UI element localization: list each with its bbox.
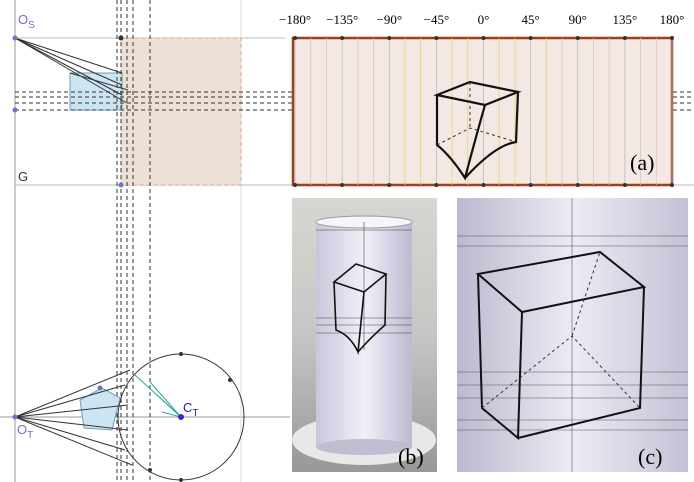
tick-dot xyxy=(575,36,580,40)
tick-label: 90° xyxy=(569,12,587,27)
tick-label: −90° xyxy=(376,12,402,27)
point-label: OS xyxy=(18,12,35,31)
panel-label: (b) xyxy=(398,444,424,469)
tick-dot xyxy=(528,183,533,187)
panel-c: (c) xyxy=(457,198,688,472)
tick-label: 45° xyxy=(522,12,540,27)
tick-dot xyxy=(293,36,297,40)
tick-label: 0° xyxy=(478,12,490,27)
point-subscript: T xyxy=(27,430,33,441)
point-label: G xyxy=(18,169,28,184)
panel-a: (a) xyxy=(291,36,674,187)
point-subscript: S xyxy=(28,20,35,31)
tick-dot xyxy=(387,183,392,187)
panel-grid xyxy=(293,36,674,187)
tick-label: 135° xyxy=(613,12,638,27)
point-label: OT xyxy=(17,422,33,441)
tick-dot xyxy=(387,36,392,40)
tick-dot xyxy=(293,183,297,187)
tick-label: −135° xyxy=(326,12,358,27)
tick-label: −180° xyxy=(279,12,311,27)
tick-label: −45° xyxy=(424,12,450,27)
tick-dot xyxy=(340,183,345,187)
panel-label: (a) xyxy=(630,150,654,175)
tick-dot xyxy=(434,36,439,40)
tick-dot xyxy=(575,183,580,187)
tick-dot xyxy=(670,36,674,40)
tick-dot xyxy=(622,36,627,40)
point-subscript: T xyxy=(192,408,198,419)
tick-label: 180° xyxy=(660,12,685,27)
tick-dot xyxy=(528,36,533,40)
point-name: C xyxy=(183,400,192,415)
tick-dot xyxy=(434,183,439,187)
tick-dot xyxy=(622,183,627,187)
tick-dot xyxy=(481,36,486,40)
tick-dot xyxy=(670,183,674,187)
tick-dot xyxy=(481,183,486,187)
panel-b: (b) xyxy=(292,198,437,472)
panel-label: (c) xyxy=(638,444,662,469)
point-label: CT xyxy=(183,400,199,419)
tick-dot xyxy=(340,36,345,40)
point-name: O xyxy=(17,422,27,437)
point-name: O xyxy=(18,12,28,27)
